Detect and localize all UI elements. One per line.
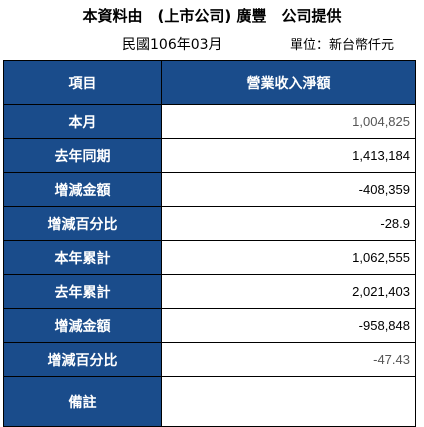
column-header-item: 項目 (3, 60, 162, 105)
table-row: 增減百分比 -28.9 (3, 206, 416, 241)
row-value: 2,021,403 (161, 274, 416, 309)
table-row: 增減百分比 -47.43 (3, 342, 416, 377)
row-value: 1,062,555 (161, 240, 416, 275)
row-label: 增減金額 (3, 308, 162, 343)
row-value: 1,413,184 (161, 138, 416, 173)
table-header-row: 項目 營業收入淨額 (3, 60, 416, 105)
row-label: 去年同期 (3, 138, 162, 173)
report-period: 民國106年03月 (122, 37, 223, 53)
table-row: 增減金額 -408,359 (3, 172, 416, 207)
table-row: 本月 1,004,825 (3, 104, 416, 139)
row-value: -28.9 (161, 206, 416, 241)
table-row: 去年累計 2,021,403 (3, 274, 416, 309)
row-value: 1,004,825 (161, 104, 416, 139)
column-header-revenue: 營業收入淨額 (161, 60, 416, 105)
row-value: -408,359 (161, 172, 416, 207)
row-label: 本年累計 (3, 240, 162, 275)
revenue-table: 項目 營業收入淨額 本月 1,004,825 去年同期 1,413,184 增減… (3, 60, 416, 427)
notes-label: 備註 (3, 376, 162, 427)
row-label: 增減百分比 (3, 206, 162, 241)
row-label: 增減金額 (3, 172, 162, 207)
notes-value (161, 376, 416, 427)
row-value: -958,848 (161, 308, 416, 343)
row-label: 本月 (3, 104, 162, 139)
row-label: 去年累計 (3, 274, 162, 309)
table-row: 本年累計 1,062,555 (3, 240, 416, 275)
currency-unit: 單位：新台幣仟元 (290, 38, 395, 53)
row-label: 增減百分比 (3, 342, 162, 377)
table-row-notes: 備註 (3, 376, 416, 427)
table-row: 增減金額 -958,848 (3, 308, 416, 343)
table-row: 去年同期 1,413,184 (3, 138, 416, 173)
page-title: 本資料由 (上市公司) 廣豐 公司提供 (82, 7, 342, 25)
row-value: -47.43 (161, 342, 416, 377)
